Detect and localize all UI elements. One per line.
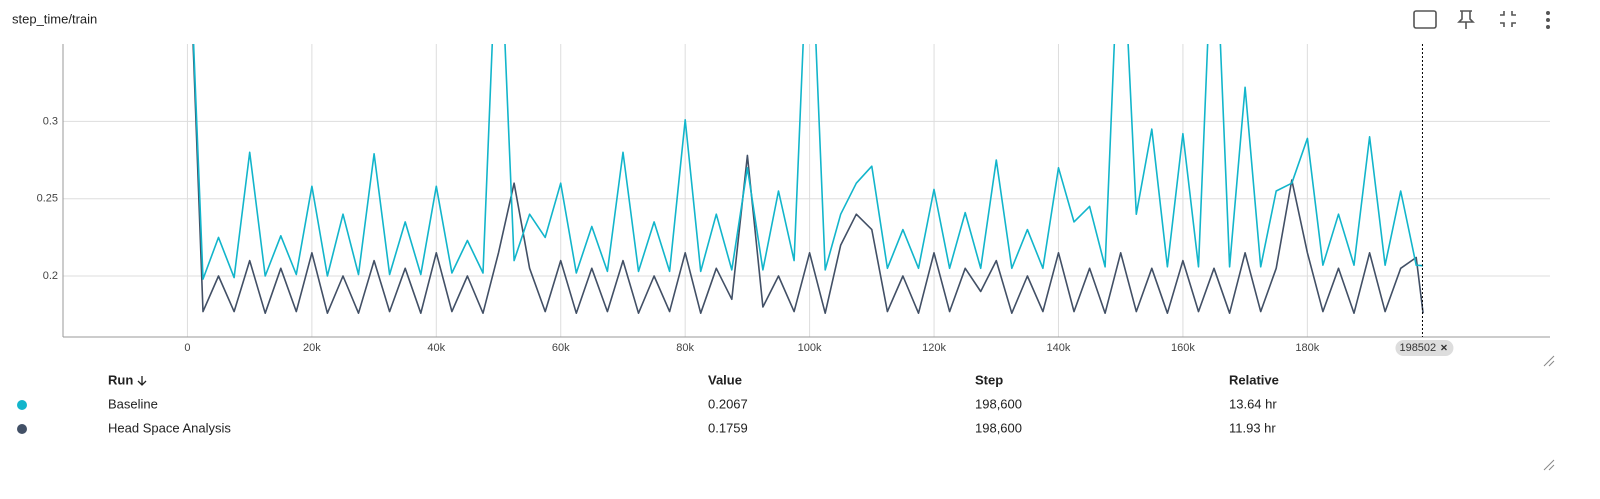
x-tick-label: 140k	[1047, 342, 1071, 354]
cursor-remove[interactable]	[1441, 344, 1447, 351]
sort-icon	[137, 376, 147, 386]
more-button[interactable]	[1546, 11, 1550, 29]
x-tick-label: 80k	[676, 342, 694, 354]
run-name: Head Space Analysis	[108, 420, 231, 435]
column-header[interactable]: Value	[708, 372, 742, 387]
y-tick-label: 0.2	[43, 270, 58, 282]
toolbar	[1413, 10, 1550, 29]
collapse-button[interactable]	[1500, 11, 1516, 27]
run-name: Baseline	[108, 396, 158, 411]
x-tick-label: 180k	[1295, 342, 1319, 354]
y-tick-label: 0.3	[43, 115, 58, 127]
cursor-chip	[1395, 340, 1454, 356]
column-header[interactable]: Step	[975, 372, 1003, 387]
column-header[interactable]: Relative	[1229, 372, 1279, 387]
series-line	[192, 44, 1424, 314]
table-cell: 198,600	[975, 396, 1022, 411]
x-tick-label: 100k	[798, 342, 822, 354]
pin-button[interactable]	[1457, 10, 1475, 29]
cursor-step-label: 198502	[1399, 342, 1436, 354]
table-cell: 13.64 hr	[1229, 396, 1277, 411]
x-tick-label: 0	[184, 342, 190, 354]
column-header[interactable]: Run	[108, 372, 133, 387]
x-tick-label: 20k	[303, 342, 321, 354]
x-tick-label: 60k	[552, 342, 570, 354]
resize-handle[interactable]	[1543, 459, 1555, 471]
resize-handle[interactable]	[1543, 355, 1555, 367]
table-cell: 0.2067	[708, 396, 748, 411]
card-title: step_time/train	[12, 11, 97, 26]
table-cell: 198,600	[975, 420, 1022, 435]
x-tick-label: 120k	[922, 342, 946, 354]
series-line	[192, 44, 1424, 280]
run-color-dot	[17, 424, 27, 434]
run-color-dot	[17, 400, 27, 410]
table-cell: 0.1759	[708, 420, 748, 435]
table-cell: 11.93 hr	[1229, 420, 1276, 435]
x-tick-label: 40k	[427, 342, 445, 354]
y-tick-label: 0.25	[37, 193, 58, 205]
x-tick-label: 160k	[1171, 342, 1195, 354]
fit-domain-button[interactable]	[1413, 10, 1437, 29]
